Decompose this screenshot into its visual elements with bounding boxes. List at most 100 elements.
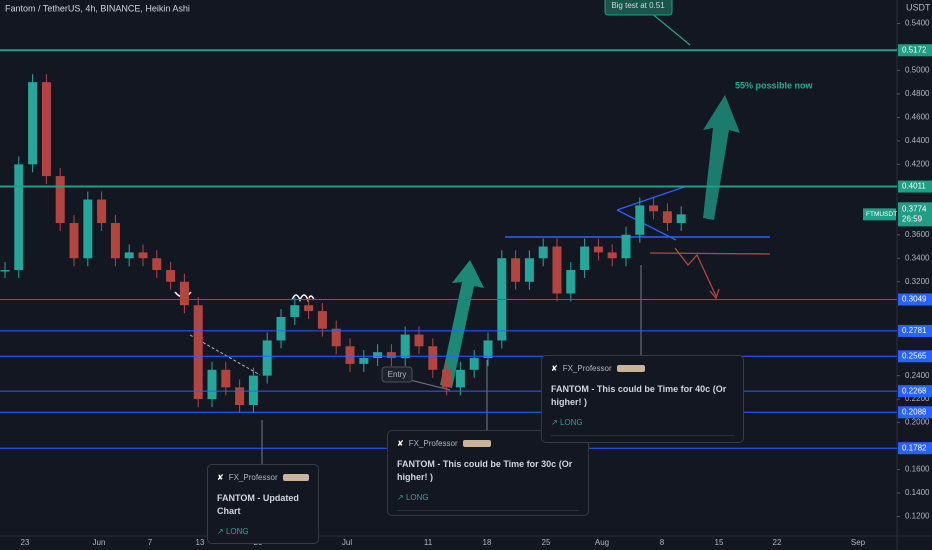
badge: [462, 440, 491, 447]
candle: [221, 369, 231, 388]
symbol-label: FTMUSDT: [866, 211, 897, 218]
level-badge: [898, 293, 932, 306]
candle: [593, 246, 603, 253]
y-tick-label: 0.4800: [905, 89, 930, 98]
candle: [290, 305, 300, 317]
level-label: 0.4011: [902, 182, 926, 191]
candle: [110, 223, 120, 259]
level-label: 0.2088: [902, 407, 927, 416]
x-tick-label: 8: [660, 538, 665, 547]
icon: ✘: [217, 473, 224, 482]
candle: [359, 358, 369, 364]
candle: [331, 328, 341, 347]
idea-card[interactable]: ✘ FX_Professor FANTOM - This could be Tim…: [387, 430, 589, 516]
candle: [83, 199, 93, 259]
candle: [566, 270, 576, 294]
y-tick-label: 0.4200: [905, 159, 930, 168]
candle: [152, 258, 162, 270]
candle: [14, 164, 24, 270]
range-line: [649, 252, 771, 255]
candle: [69, 223, 79, 259]
x-tick-label: Jul: [342, 538, 352, 547]
x-tick-label: Sep: [851, 538, 866, 547]
direction-text: LONG: [559, 418, 583, 427]
currency: USDT: [906, 2, 931, 12]
x-tick-label: 15: [715, 538, 724, 547]
author-row: ✘ FX_Professor: [551, 364, 734, 373]
author-row: ✘ FX_Professor: [217, 473, 309, 482]
candle: [138, 252, 148, 259]
y-tick-label: 0.1600: [905, 465, 930, 474]
icon: ✘: [397, 439, 404, 448]
idea-title: FANTOM - This could be Time for 40c (Or …: [551, 384, 727, 407]
trend-line: [189, 334, 261, 376]
candle: [469, 358, 479, 370]
level-label: 0.1782: [902, 443, 927, 452]
price-badge: [898, 202, 932, 227]
annotation: 55% possible now: [735, 80, 814, 90]
up-arrow: [703, 95, 740, 220]
y-tick-label: 0.2000: [905, 418, 930, 427]
candle: [635, 205, 645, 235]
x-tick-label: 11: [424, 538, 433, 547]
direction: ↗ LONG: [551, 418, 734, 436]
candle: [193, 305, 203, 400]
y-tick-label: 0.5000: [905, 66, 930, 75]
x-tick-label: Jun: [93, 538, 106, 547]
badge: [616, 365, 645, 372]
idea-card[interactable]: ✘ FX_Professor FANTOM - This could be Tim…: [541, 355, 744, 443]
x-tick-label: 13: [196, 538, 205, 547]
y-tick-label: 0.3400: [905, 253, 930, 262]
y-tick-label: 0.3200: [905, 277, 930, 286]
level-badge: [898, 324, 932, 337]
candle: [511, 258, 521, 282]
direction-text: LONG: [225, 527, 249, 536]
level-badge: [898, 350, 932, 363]
level-label: 0.3049: [902, 295, 927, 304]
candle: [124, 252, 134, 259]
direction: ↗ LONG: [397, 493, 579, 511]
down-arrow: [674, 247, 720, 300]
candle: [345, 346, 355, 364]
level-badge: [898, 442, 932, 455]
y-tick-label: 0.5400: [905, 19, 930, 28]
candle: [607, 252, 617, 259]
direction-text: LONG: [405, 493, 429, 502]
direction: ↗ LONG: [217, 527, 309, 543]
y-tick-label: 0.3600: [905, 230, 930, 239]
candle: [676, 214, 686, 224]
entry-pointer: [409, 379, 451, 391]
candle: [580, 246, 590, 270]
candle: [304, 305, 314, 312]
candle: [97, 199, 107, 224]
candle: [455, 369, 465, 388]
y-tick-label: 0.4400: [905, 136, 930, 145]
candle: [28, 82, 38, 165]
candle: [524, 258, 534, 282]
author: FX_Professor: [228, 473, 278, 482]
level-label: 0.2268: [902, 386, 927, 395]
candle: [235, 387, 245, 405]
candle: [621, 234, 631, 259]
candle: [552, 246, 562, 294]
price-label: 0.3774: [902, 204, 927, 213]
candle: [262, 340, 272, 376]
candle: [55, 176, 65, 224]
idea-card[interactable]: ✘ FX_Professor FANTOM - Updated Chart ↗ L…: [207, 464, 319, 544]
triangle: [616, 185, 688, 241]
candle: [41, 82, 51, 177]
x-tick-label: 25: [542, 538, 551, 547]
candle: [483, 340, 493, 359]
symbol-header: Fantom / TetherUS, 4h, BINANCE, Heikin A…: [5, 3, 190, 13]
level-badge: [898, 44, 932, 57]
level-label: 0.2565: [902, 351, 927, 360]
author: FX_Professor: [408, 439, 458, 448]
candle: [179, 281, 189, 306]
candle: [400, 334, 410, 359]
callout-box: [604, 0, 673, 16]
candle: [207, 369, 217, 400]
y-tick-label: 0.4600: [905, 113, 930, 122]
candle: [166, 270, 176, 282]
candle: [414, 334, 424, 347]
